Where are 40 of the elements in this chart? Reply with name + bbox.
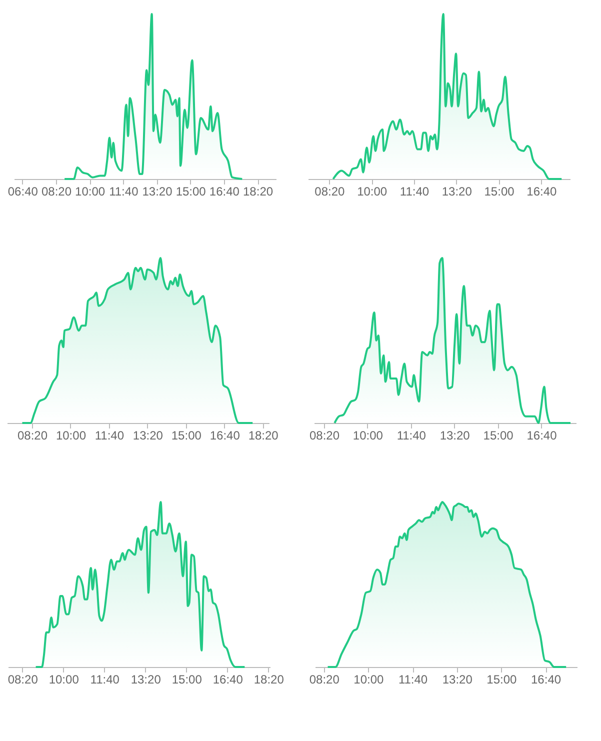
x-tick-label: 11:40	[396, 428, 426, 442]
x-tick-label: 10:00	[75, 184, 106, 198]
x-tick-label: 16:40	[210, 428, 240, 442]
x-tick-label: 13:20	[130, 672, 162, 686]
x-tick-label: 18:20	[248, 428, 279, 442]
x-tick-label: 08:20	[8, 672, 38, 686]
x-tick-label: 11:40	[90, 672, 120, 686]
x-tick-label: 13:20	[442, 184, 472, 198]
x-tick-label: 15:00	[486, 672, 518, 686]
x-tick-label: 16:40	[209, 184, 240, 198]
x-tick-label: 15:00	[172, 672, 202, 686]
x-tick-label: 08:20	[309, 428, 340, 442]
x-tick-label: 11:40	[400, 184, 430, 198]
x-tick-label: 10:00	[354, 672, 384, 686]
x-tick-label: 18:20	[254, 672, 284, 686]
x-tick-label: 08:20	[17, 428, 48, 442]
x-tick-label: 16:40	[526, 428, 558, 442]
x-tick-label: 11:40	[109, 184, 139, 198]
x-tick-label: 13:20	[442, 672, 473, 686]
x-tick-label: 16:40	[526, 184, 558, 198]
x-tick-label: 18:20	[243, 184, 274, 198]
x-tick-label: 10:00	[352, 428, 384, 442]
x-tick-label: 13:20	[142, 184, 173, 198]
x-tick-label: 15:00	[176, 184, 206, 198]
x-tick-label: 13:20	[440, 428, 470, 442]
x-tick-label: 10:00	[48, 672, 80, 686]
x-tick-label: 08:20	[314, 184, 346, 198]
x-tick-label: 15:00	[484, 184, 515, 198]
x-tick-label: 13:20	[132, 428, 164, 442]
x-tick-label: 06:40	[8, 184, 38, 198]
x-tick-label: 15:00	[483, 428, 514, 442]
x-tick-label: 08:20	[41, 184, 72, 198]
x-tick-label: 08:20	[309, 672, 340, 686]
x-tick-label: 11:40	[94, 428, 124, 442]
x-tick-label: 16:40	[212, 672, 244, 686]
x-tick-label: 10:00	[357, 184, 388, 198]
x-tick-label: 10:00	[56, 428, 86, 442]
x-tick-label: 16:40	[531, 672, 562, 686]
x-tick-label: 11:40	[398, 672, 428, 686]
x-tick-label: 15:00	[171, 428, 202, 442]
